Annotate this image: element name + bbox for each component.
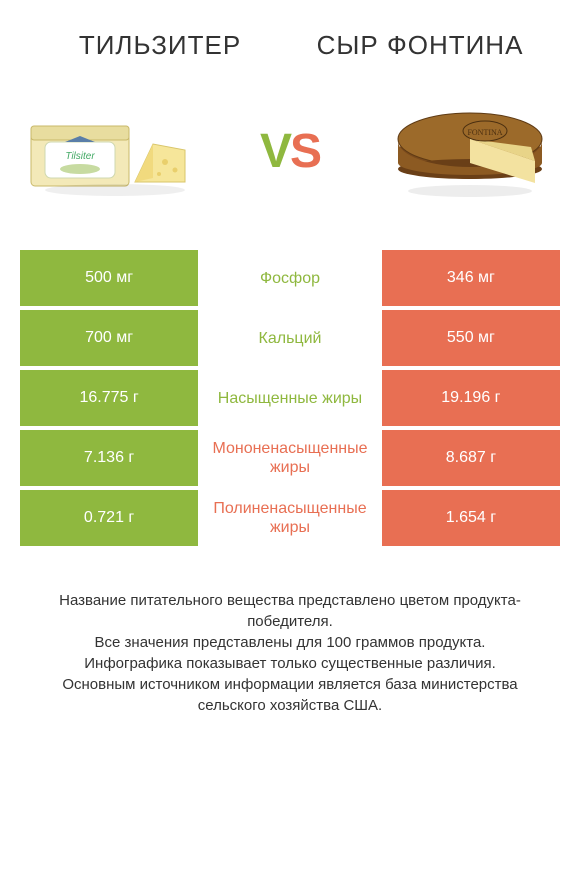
comparison-row: 500 мгФосфор346 мг (20, 250, 560, 306)
value-right: 19.196 г (382, 370, 560, 426)
product-left-title: ТИЛЬЗИТЕР (20, 30, 290, 61)
footer-notes: Название питательного вещества представл… (20, 590, 560, 716)
value-left: 0.721 г (20, 490, 198, 546)
comparison-row: 7.136 гМононенасыщенные жиры8.687 г (20, 430, 560, 486)
value-left: 700 мг (20, 310, 198, 366)
comparison-row: 0.721 гПолиненасыщенные жиры1.654 г (20, 490, 560, 546)
value-right: 346 мг (382, 250, 560, 306)
vs-s-letter: S (290, 125, 320, 178)
images-row: Tilsiter VS FONTINA (20, 81, 560, 221)
value-left: 500 мг (20, 250, 198, 306)
nutrient-label: Фосфор (198, 250, 382, 306)
product-right-image: FONTINA (380, 86, 560, 216)
nutrient-label: Кальций (198, 310, 382, 366)
footer-line: Название питательного вещества представл… (30, 590, 550, 632)
vs-badge: VS (260, 124, 320, 179)
value-right: 550 мг (382, 310, 560, 366)
footer-line: Основным источником информации является … (30, 674, 550, 716)
value-left: 16.775 г (20, 370, 198, 426)
footer-line: Все значения представлены для 100 граммо… (30, 632, 550, 653)
product-left-image: Tilsiter (20, 86, 200, 216)
comparison-row: 700 мгКальций550 мг (20, 310, 560, 366)
svg-text:FONTINA: FONTINA (467, 128, 502, 137)
value-left: 7.136 г (20, 430, 198, 486)
comparison-table: 500 мгФосфор346 мг700 мгКальций550 мг16.… (20, 246, 560, 550)
product-right-title: СЫР ФОНТИНА (290, 30, 560, 61)
svg-text:Tilsiter: Tilsiter (65, 151, 95, 162)
comparison-row: 16.775 гНасыщенные жиры19.196 г (20, 370, 560, 426)
nutrient-label: Насыщенные жиры (198, 370, 382, 426)
nutrient-label: Мононенасыщенные жиры (198, 430, 382, 486)
value-right: 8.687 г (382, 430, 560, 486)
value-right: 1.654 г (382, 490, 560, 546)
nutrient-label: Полиненасыщенные жиры (198, 490, 382, 546)
vs-v-letter: V (260, 125, 290, 178)
footer-line: Инфографика показывает только существенн… (30, 653, 550, 674)
